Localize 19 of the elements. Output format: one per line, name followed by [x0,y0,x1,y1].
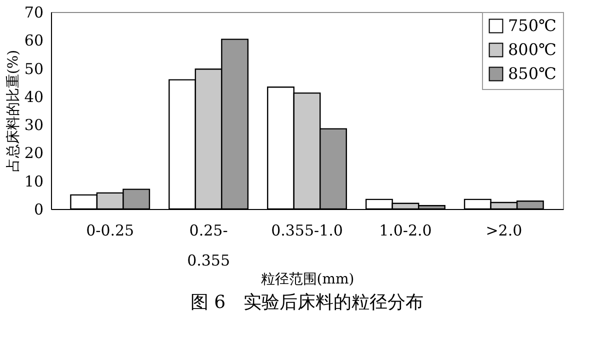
y-tick-label: 60 [24,32,44,50]
y-tick-label: 0 [34,200,44,218]
y-tick-label: 50 [24,60,44,78]
y-tick-label: 20 [24,144,44,162]
x-tick-label: 1.0-2.0 [379,222,432,240]
legend-label: 850℃ [508,64,556,83]
x-axis-title: 粒径范围(mm) [260,272,354,288]
legend-label: 800℃ [508,40,556,59]
y-tick-label: 40 [24,88,44,106]
x-tick-label: 0.355-1.0 [271,222,343,240]
y-axis-title: 占总床料的比重(%) [5,50,22,172]
legend-label: 750℃ [508,16,556,35]
y-tick-label: 30 [24,116,44,134]
x-tick-label: >2.0 [486,222,522,240]
y-tick-label: 70 [24,4,44,22]
x-tick-label: 0.25-0.355 [187,222,230,270]
x-tick-label: 0-0.25 [86,222,134,240]
y-tick-label: 10 [24,172,44,190]
text: 图 6 实验后床料的粒径分布 [190,292,424,313]
